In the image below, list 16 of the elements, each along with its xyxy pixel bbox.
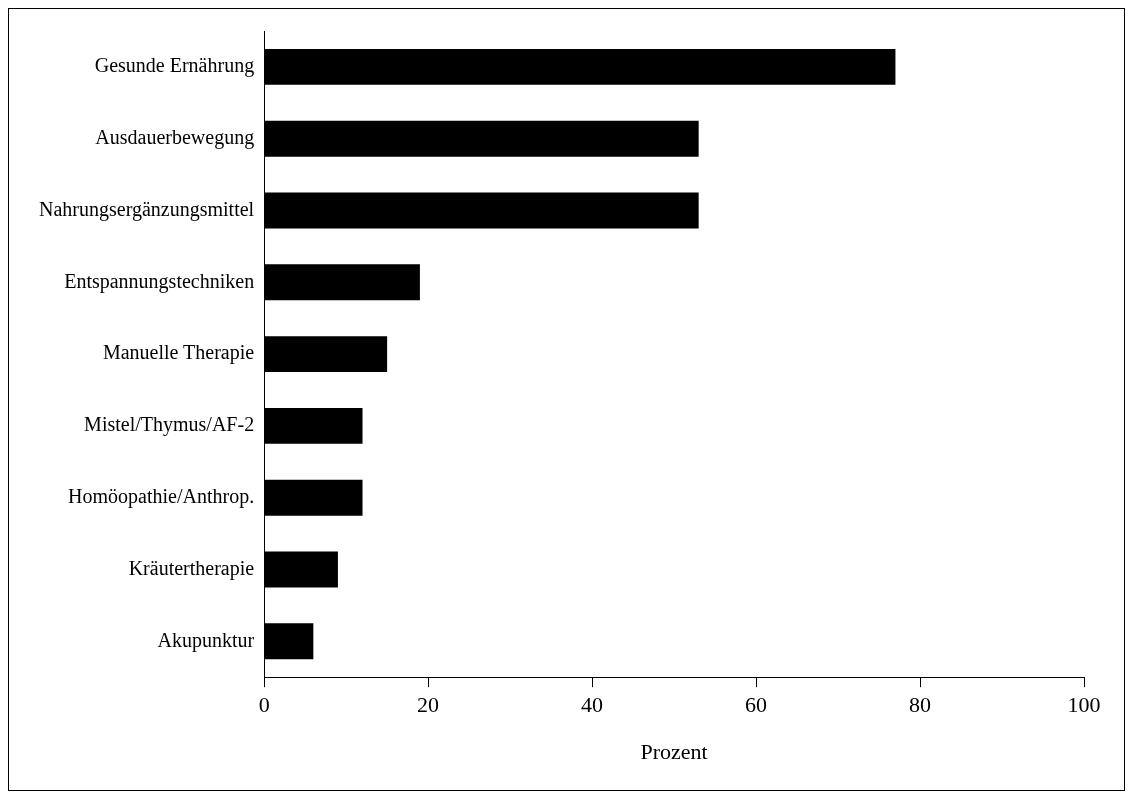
y-tick-label: Manuelle Therapie (102, 341, 255, 365)
x-tick-label: 40 (581, 692, 604, 718)
x-tick-label: 80 (909, 692, 932, 718)
y-tick-label: Homöopathie/Anthrop. (68, 484, 255, 508)
x-tick-label: 60 (745, 692, 768, 718)
x-tick-label: 20 (417, 692, 440, 718)
y-tick-label: Nahrungsergänzungsmittel (39, 197, 255, 221)
y-tick-label: Gesunde Ernährung (94, 54, 255, 78)
x-axis-title: Prozent (640, 738, 708, 764)
y-tick-label: Ausdauerbewegung (95, 125, 255, 149)
x-tick-label: 0 (258, 692, 270, 718)
x-tick-label: 100 (1067, 692, 1101, 718)
y-tick-label: Entspannungstechniken (64, 269, 255, 293)
y-tick-label: Mistel/Thymus/AF-2 (84, 413, 255, 437)
y-tick-label: Kräutertherapie (128, 556, 255, 580)
y-tick-label: Akupunktur (157, 628, 255, 652)
